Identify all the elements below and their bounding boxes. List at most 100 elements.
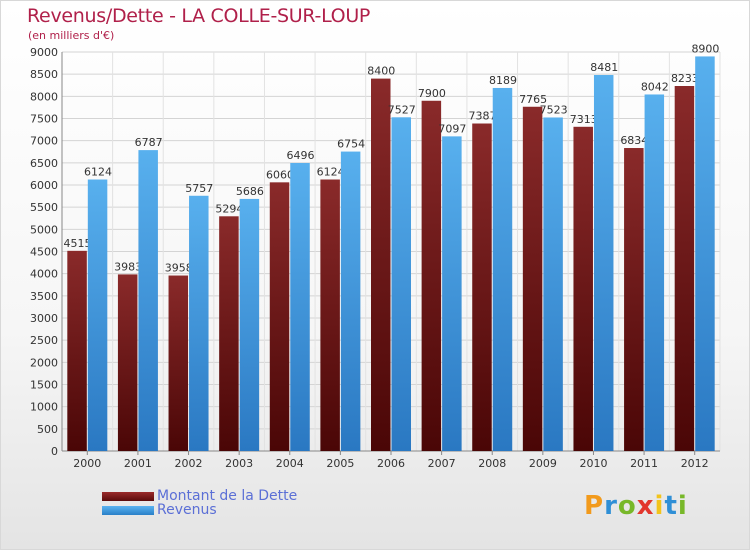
bar-debt-value-label: 7765 [519,93,547,106]
bar-debt [674,86,695,452]
y-tick-label: 7500 [30,113,58,126]
x-tick-label: 2006 [377,457,405,470]
bar-revenue-value-label: 7523 [540,103,568,116]
x-tick-label: 2009 [529,457,557,470]
y-tick-label: 9000 [30,46,58,59]
y-tick-label: 2500 [30,334,58,347]
y-tick-label: 5000 [30,223,58,236]
bar-revenue [138,150,158,451]
x-tick-label: 2008 [478,457,506,470]
bar-debt-value-label: 3983 [114,260,142,273]
bar-revenue [492,87,513,451]
legend-label-debt: Montant de la Dette [157,488,298,504]
bar-debt [421,100,442,452]
bar-revenue-value-label: 8900 [691,42,719,55]
bar-debt-value-label: 8233 [671,72,699,85]
bar-revenue [695,56,715,451]
bar-revenue-value-label: 6754 [337,138,365,151]
x-tick-label: 2001 [124,457,152,470]
bar-revenue-value-label: 6787 [135,136,163,149]
legend-item-debt: Montant de la Dette [102,488,297,504]
bar-revenue [442,136,462,451]
y-tick-label: 7000 [30,135,58,148]
x-tick-label: 2005 [326,457,354,470]
bar-revenue [290,163,310,451]
bar-revenue [340,151,361,451]
bar-debt-value-label: 6124 [317,166,345,179]
bar-debt [269,182,290,451]
bar-revenue [189,195,209,451]
legend-label-revenue: Revenus [157,502,217,518]
bar-debt-value-label: 7387 [468,110,496,123]
bar-debt-value-label: 3958 [165,262,193,275]
bar-debt-value-label: 4515 [64,237,92,250]
bar-revenue-value-label: 6496 [287,149,315,162]
chart-title: Revenus/Dette - LA COLLE-SUR-LOUP [27,5,371,27]
bar-debt-value-label: 7313 [570,113,598,126]
y-tick-label: 0 [51,445,58,458]
y-tick-label: 2000 [30,356,58,369]
bar-debt-value-label: 6834 [620,134,648,147]
bar-revenue-value-label: 5757 [185,182,213,195]
bar-revenue-value-label: 8042 [641,80,669,93]
y-tick-label: 1000 [30,401,58,414]
y-tick-label: 4500 [30,246,58,259]
bar-debt [573,126,593,451]
bar-revenue [593,75,614,451]
bar-debt [472,123,492,451]
y-tick-label: 3500 [30,290,58,303]
bar-revenue-value-label: 5686 [236,185,264,198]
y-tick-label: 8500 [30,68,58,81]
x-tick-label: 2000 [73,457,101,470]
logo-letter: i [677,491,688,521]
bar-debt-value-label: 8400 [367,65,395,78]
bar-debt [67,250,87,451]
bar-revenue-value-label: 7527 [388,103,416,116]
bar-revenue [644,94,665,451]
legend-swatch-debt [102,491,154,501]
bar-revenue [239,198,260,451]
logo-letter: i [654,491,665,521]
bar-debt [371,78,391,451]
logo-letter: r [604,491,618,521]
bar-revenue-value-label: 6124 [84,166,112,179]
bar-revenue-value-label: 8189 [489,74,517,87]
x-tick-label: 2012 [681,457,709,470]
proxiti-logo: Proxiti [584,491,688,521]
bar-debt [624,148,644,451]
logo-letter: x [636,491,655,521]
bar-revenue-value-label: 8481 [590,61,618,74]
bar-debt [168,275,189,451]
x-tick-label: 2007 [428,457,456,470]
x-tick-label: 2003 [225,457,253,470]
y-tick-label: 5500 [30,201,58,214]
logo-letter: t [664,491,678,521]
y-tick-label: 6000 [30,179,58,192]
x-tick-label: 2010 [579,457,607,470]
chart-subtitle: (en milliers d'€) [28,29,115,42]
bar-debt [522,106,543,452]
bar-debt [117,274,138,451]
bar-debt [219,216,239,451]
y-tick-label: 1500 [30,379,58,392]
legend-item-revenue: Revenus [102,502,217,518]
bar-revenue [391,117,411,451]
x-tick-label: 2002 [175,457,203,470]
y-tick-label: 6500 [30,157,58,170]
y-tick-label: 8000 [30,90,58,103]
logo-letter: P [584,491,605,521]
legend-swatch-revenue [102,505,154,515]
bar-debt-value-label: 6060 [266,168,294,181]
bar-revenue [87,179,108,451]
bar-debt [320,179,340,451]
y-tick-label: 3000 [30,312,58,325]
bar-debt-value-label: 5294 [215,202,243,215]
y-tick-label: 4000 [30,268,58,281]
bar-debt-value-label: 7900 [418,87,446,100]
y-tick-label: 500 [37,423,58,436]
x-tick-label: 2004 [276,457,304,470]
bar-revenue [543,117,563,451]
logo-letter: o [617,491,637,521]
